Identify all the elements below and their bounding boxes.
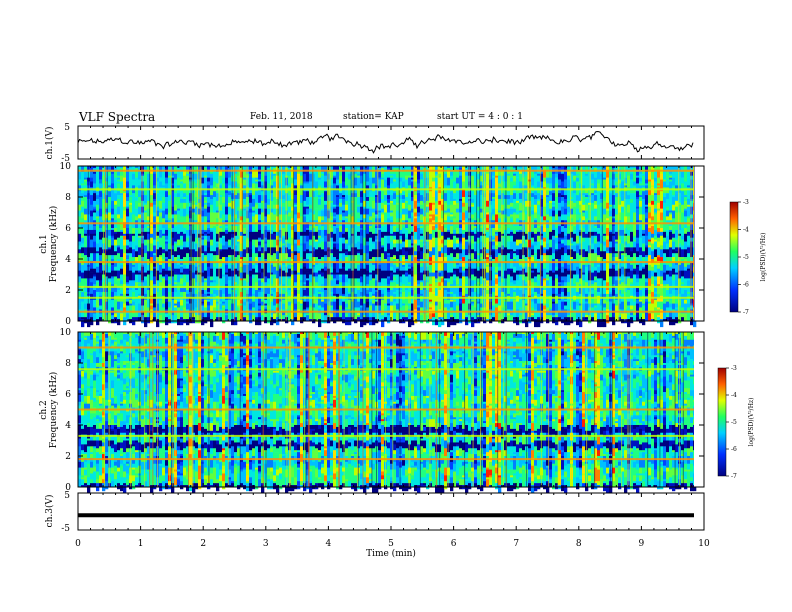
time-tick-label: 4 bbox=[326, 539, 332, 549]
ch2-spectrogram-ylabel-channel: ch.2 bbox=[39, 400, 49, 419]
ch1-voltage-ylabel: ch.1(V) bbox=[44, 127, 55, 160]
frequency-tick-label: 2 bbox=[65, 286, 71, 296]
frequency-tick-label: 4 bbox=[65, 255, 71, 265]
time-tick-label: 8 bbox=[576, 539, 582, 549]
colorbar-tick-label: -6 bbox=[743, 282, 749, 289]
chart-title: VLF Spectra bbox=[79, 110, 156, 124]
frequency-tick-label: 10 bbox=[60, 328, 72, 338]
time-tick-label: 5 bbox=[388, 539, 394, 549]
ch3-voltage-ylabel: ch.3(V) bbox=[44, 495, 55, 528]
frequency-tick-label: 0 bbox=[65, 317, 71, 327]
ch3-voltage-frame bbox=[77, 492, 705, 531]
time-tick-label: 2 bbox=[200, 539, 206, 549]
time-tick-label: 3 bbox=[263, 539, 269, 549]
frequency-tick-label: 10 bbox=[60, 162, 72, 172]
ch1-spectrogram-panel: 0 2 4 6 8 10 ch.1 Frequency (kHz) bbox=[39, 162, 705, 328]
frequency-tick-label: 6 bbox=[65, 390, 71, 400]
colorbar-tick-label: -5 bbox=[743, 254, 749, 261]
time-tick-label: 0 bbox=[75, 539, 81, 549]
time-tick-label: 10 bbox=[698, 539, 710, 549]
ch1-voltage-trace bbox=[77, 130, 694, 154]
colorbar-tick-label: -3 bbox=[731, 365, 737, 372]
time-tick-label: 9 bbox=[639, 539, 645, 549]
colorbar-tick-label: -7 bbox=[731, 473, 737, 480]
colorbar-tick-label: -4 bbox=[731, 392, 737, 399]
ch1-spectrogram-heatmap bbox=[78, 166, 704, 328]
ch1-colorbar: -3 -4 -5 -6 -7 log(PSD)(V²/Hz) bbox=[729, 199, 767, 316]
ch2-spectrogram-heatmap bbox=[78, 332, 704, 494]
station-label: station= KAP bbox=[343, 112, 404, 122]
frequency-tick-label: 4 bbox=[65, 421, 71, 431]
date-label: Feb. 11, 2018 bbox=[250, 112, 313, 122]
colorbar-tick-label: -7 bbox=[743, 309, 749, 316]
ch1-voltage-frame bbox=[77, 125, 705, 160]
ch2-spectrogram-ylabel-frequency: Frequency (kHz) bbox=[48, 372, 59, 449]
ch1-ytick-top: 5 bbox=[64, 123, 70, 133]
ch1-ytick-bottom: -5 bbox=[61, 154, 70, 164]
ch1-colorbar-label: log(PSD)(V²/Hz) bbox=[760, 233, 767, 282]
colorbar-tick-label: -4 bbox=[743, 227, 749, 234]
ch2-spectrogram-panel: 0 2 4 6 8 10 ch.2 Frequency (kHz) bbox=[39, 328, 705, 494]
frequency-tick-label: 2 bbox=[65, 452, 71, 462]
ch3-ytick-top: 5 bbox=[64, 491, 70, 501]
ch3-ytick-bottom: -5 bbox=[61, 524, 70, 534]
frequency-tick-label: 8 bbox=[65, 359, 71, 369]
ch1-voltage-panel: 5 -5 ch.1(V) bbox=[44, 123, 705, 164]
colorbar-tick-label: -6 bbox=[731, 446, 737, 453]
ch1-colorbar-gradient bbox=[729, 201, 739, 313]
ch3-voltage-panel: 5 -5 ch.3(V) bbox=[44, 491, 705, 534]
colorbar-tick-label: -3 bbox=[743, 199, 749, 206]
colorbar-tick-label: -5 bbox=[731, 419, 737, 426]
ch1-spectrogram-ylabel-channel: ch.1 bbox=[39, 234, 49, 253]
x-axis-ticks: 0 1 2 3 4 5 6 7 8 9 10 bbox=[75, 126, 710, 549]
ch1-spectrogram-ylabel-frequency: Frequency (kHz) bbox=[48, 206, 59, 283]
frequency-tick-label: 0 bbox=[65, 483, 71, 493]
ch2-colorbar: -3 -4 -5 -6 -7 log(PSD)(V²/Hz) bbox=[717, 365, 755, 480]
frequency-tick-label: 8 bbox=[65, 193, 71, 203]
ch2-colorbar-label: log(PSD)(V²/Hz) bbox=[748, 398, 755, 447]
x-axis-label: Time (min) bbox=[366, 548, 416, 559]
ch2-colorbar-gradient bbox=[717, 367, 727, 477]
time-tick-label: 1 bbox=[138, 539, 144, 549]
frequency-tick-label: 6 bbox=[65, 224, 71, 234]
time-tick-label: 7 bbox=[513, 539, 519, 549]
time-tick-label: 6 bbox=[451, 539, 457, 549]
start-time-label: start UT = 4 : 0 : 1 bbox=[437, 112, 523, 122]
